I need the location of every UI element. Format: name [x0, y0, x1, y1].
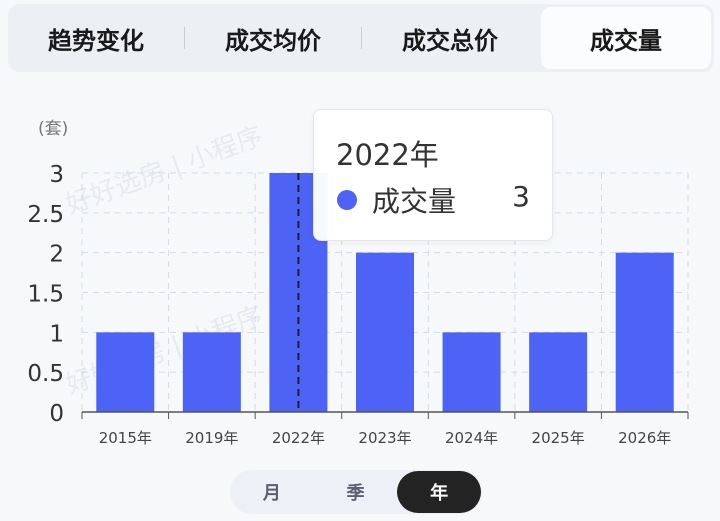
x-tick-label: 2026年	[618, 429, 671, 447]
x-tick-label: 2024年	[445, 429, 498, 447]
bar-chart: (套) 0 0.5 1 1.5 2 2.5 3 2015年 2019年 2022年 2023年 2024…	[27, 119, 689, 447]
series-dot-icon	[337, 190, 357, 210]
period-month-button[interactable]: 月	[262, 483, 281, 504]
y-tick-label: 0	[49, 401, 64, 427]
bar-2023年	[356, 252, 414, 412]
x-tick-label: 2019年	[185, 429, 238, 447]
y-tick-label: 0.5	[27, 361, 64, 387]
y-axis-unit-label: (套)	[38, 119, 68, 139]
bar-2026年	[615, 252, 674, 412]
tooltip-series-label: 成交量	[372, 185, 457, 218]
y-tick-label: 2	[49, 242, 64, 268]
bar-2015年	[96, 332, 155, 412]
tab-volume[interactable]: 成交量	[541, 7, 711, 69]
tab-trend[interactable]: 趋势变化	[48, 26, 144, 55]
chart-tooltip: 2022年 成交量 3	[313, 109, 553, 241]
x-tick-label: 2023年	[358, 429, 411, 447]
tooltip-title: 2022年	[336, 138, 439, 172]
tab-divider	[184, 27, 185, 49]
period-toggle: 月 季 年	[230, 470, 482, 514]
period-quarter-button[interactable]: 季	[346, 483, 365, 504]
tab-bar: 趋势变化 成交均价 成交总价 成交量	[8, 4, 714, 72]
x-tick-label: 2022年	[272, 429, 325, 447]
tab-total-price[interactable]: 成交总价	[402, 26, 498, 55]
x-tick-label: 2015年	[99, 429, 152, 447]
tab-divider	[361, 27, 362, 49]
y-tick-label: 1.5	[27, 282, 64, 308]
y-tick-label: 3	[49, 162, 64, 188]
x-tick-label: 2025年	[532, 429, 585, 447]
tooltip-value: 3	[512, 180, 530, 213]
y-tick-label: 1	[49, 321, 64, 347]
tab-avg-price[interactable]: 成交均价	[225, 26, 321, 55]
bar-2024年	[442, 332, 501, 412]
y-tick-label: 2.5	[27, 202, 64, 228]
period-year-button[interactable]: 年	[397, 471, 482, 513]
bar-2019年	[182, 332, 241, 412]
bar-2025年	[529, 332, 588, 412]
